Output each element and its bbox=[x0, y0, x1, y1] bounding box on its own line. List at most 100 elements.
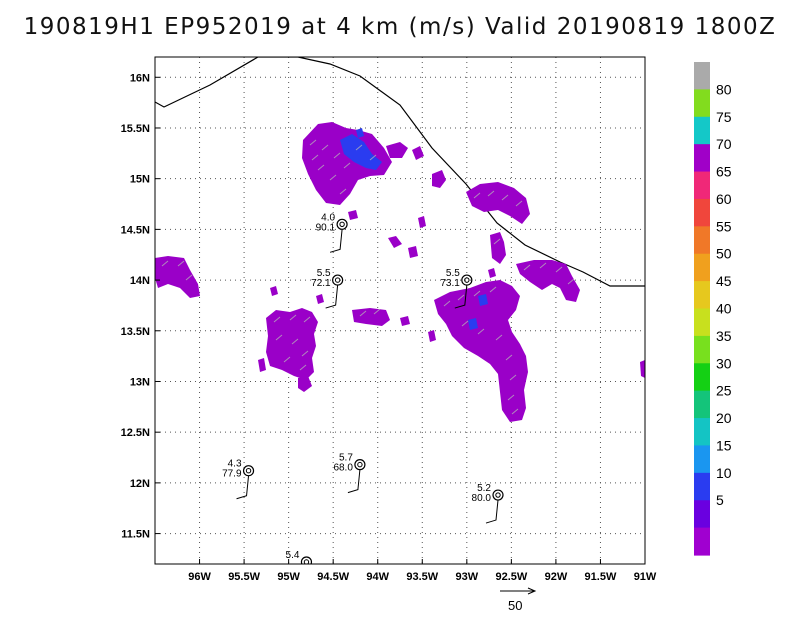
x-tick-label: 94.5W bbox=[317, 571, 349, 583]
y-tick-label: 12N bbox=[130, 478, 150, 490]
observation-speed: 5.4 bbox=[286, 550, 300, 561]
colorbar-segment bbox=[694, 527, 710, 556]
x-tick-label: 96W bbox=[188, 571, 211, 583]
y-tick-label: 15N bbox=[130, 174, 150, 186]
dropsonde-inner-icon bbox=[245, 468, 252, 474]
colorbar-label: 80 bbox=[716, 81, 732, 97]
colorbar-label: 55 bbox=[716, 218, 732, 234]
wind-barb bbox=[347, 469, 361, 494]
x-tick-label: 91.5W bbox=[585, 571, 617, 583]
colorbar-label: 5 bbox=[716, 492, 724, 508]
observation-speed: 5.7 bbox=[339, 453, 353, 464]
x-tick-label: 92.5W bbox=[495, 571, 527, 583]
observation-station: 5.768.0 bbox=[333, 453, 366, 494]
plot-frame bbox=[154, 56, 646, 565]
plot-title: 190819H1 EP952019 at 4 km (m/s) Valid 20… bbox=[23, 14, 777, 40]
y-tick-label: 13.5N bbox=[121, 326, 150, 338]
dropsonde-inner-icon bbox=[339, 221, 345, 228]
dropsonde-circle-icon bbox=[332, 274, 344, 286]
arrow-head bbox=[527, 587, 537, 595]
wind-speed-shading bbox=[155, 122, 645, 422]
colorbar-segment bbox=[694, 335, 710, 364]
x-tick-label: 95W bbox=[277, 571, 300, 583]
x-tick-label: 91W bbox=[634, 571, 657, 583]
observation-speed: 4.0 bbox=[321, 212, 335, 223]
dropsonde-circle-icon bbox=[354, 459, 366, 471]
colorbar-label: 25 bbox=[716, 383, 732, 399]
observation-speed: 5.2 bbox=[477, 483, 491, 494]
observation-station: 5.572.1 bbox=[311, 268, 344, 309]
dropsonde-circle-icon bbox=[242, 465, 255, 477]
dropsonde-circle-icon bbox=[300, 556, 313, 564]
colorbar: 5 10 15 20 25 30 35 40 45 50 55 60 65 70 75 80 bbox=[694, 62, 732, 556]
colorbar-segment bbox=[694, 418, 710, 447]
dropsonde-inner-icon bbox=[495, 492, 501, 498]
dropsonde-inner-icon bbox=[357, 461, 363, 468]
reference-vector-label: 50 bbox=[508, 598, 522, 613]
colorbar-label: 20 bbox=[716, 410, 732, 426]
observation-pressure: 73.1 bbox=[440, 278, 460, 289]
colorbar-label: 40 bbox=[716, 301, 732, 317]
x-tick-label: 93W bbox=[456, 571, 479, 583]
colorbar-label: 35 bbox=[716, 328, 732, 344]
colorbar-segment bbox=[694, 198, 710, 227]
observation-pressure: 72.1 bbox=[311, 278, 331, 289]
observation-pressure: 80.0 bbox=[472, 493, 492, 504]
colorbar-label: 10 bbox=[716, 465, 732, 481]
x-tick-label: 92W bbox=[545, 571, 568, 583]
observation-station: 5.4 bbox=[286, 550, 313, 564]
colorbar-label: 60 bbox=[716, 191, 732, 207]
observation-pressure: 68.0 bbox=[333, 463, 353, 474]
y-tick-label: 12.5N bbox=[121, 427, 150, 439]
dropsonde-inner-icon bbox=[303, 559, 310, 564]
x-tick-label: 94W bbox=[366, 571, 389, 583]
y-tick-label: 16N bbox=[130, 72, 150, 84]
colorbar-segment bbox=[694, 253, 710, 282]
colorbar-segment bbox=[694, 226, 710, 255]
colorbar-segment bbox=[694, 363, 710, 392]
observation-pressure: 90.1 bbox=[316, 222, 336, 233]
lat-lon-grid bbox=[155, 57, 646, 564]
wind-barb bbox=[454, 285, 468, 309]
observation-station: 5.280.0 bbox=[472, 483, 504, 524]
dropsonde-circle-icon bbox=[492, 489, 504, 501]
observation-station: 4.090.1 bbox=[316, 212, 348, 253]
x-tick-label: 95.5W bbox=[228, 571, 260, 583]
y-tick-label: 15.5N bbox=[121, 123, 150, 135]
colorbar-segment bbox=[694, 472, 710, 501]
wind-barb bbox=[329, 229, 343, 253]
wind-barb-texture bbox=[161, 139, 575, 415]
observation-station: 4.377.9 bbox=[222, 459, 255, 500]
colorbar-segment bbox=[694, 144, 710, 173]
colorbar-segment bbox=[694, 116, 710, 145]
wind-barb bbox=[236, 475, 250, 500]
coastline bbox=[155, 57, 645, 287]
colorbar-segment bbox=[694, 390, 710, 419]
colorbar-label: 70 bbox=[716, 136, 732, 152]
colorbar-segment bbox=[694, 62, 710, 90]
reference-vector: 50 bbox=[500, 587, 537, 613]
wind-barb bbox=[325, 285, 339, 309]
wind-speed-shading-higher bbox=[340, 128, 488, 330]
colorbar-label: 50 bbox=[716, 246, 732, 262]
colorbar-segment bbox=[694, 500, 710, 529]
colorbar-label: 75 bbox=[716, 109, 732, 125]
y-tick-label: 14.5N bbox=[121, 224, 150, 236]
observation-stations: 4.090.15.572.15.573.14.377.95.768.05.280… bbox=[222, 212, 504, 564]
colorbar-segment bbox=[694, 445, 710, 474]
colorbar-segment bbox=[694, 281, 710, 310]
colorbar-segment bbox=[694, 89, 710, 118]
colorbar-label: 30 bbox=[716, 355, 732, 371]
dropsonde-inner-icon bbox=[334, 277, 341, 283]
axis-ticks: 96W 95.5W 95W 94.5W 94W 93.5W 93W 92.5W 92W 91.5W… bbox=[121, 72, 657, 583]
y-tick-label: 13N bbox=[130, 376, 150, 388]
observation-speed: 5.5 bbox=[317, 268, 331, 279]
observation-station: 5.573.1 bbox=[440, 268, 473, 309]
colorbar-label: 65 bbox=[716, 164, 732, 180]
dropsonde-inner-icon bbox=[464, 277, 470, 283]
observation-pressure: 77.9 bbox=[222, 469, 242, 480]
colorbar-segment bbox=[694, 308, 710, 337]
x-tick-label: 93.5W bbox=[406, 571, 438, 583]
y-tick-label: 14N bbox=[130, 275, 150, 287]
